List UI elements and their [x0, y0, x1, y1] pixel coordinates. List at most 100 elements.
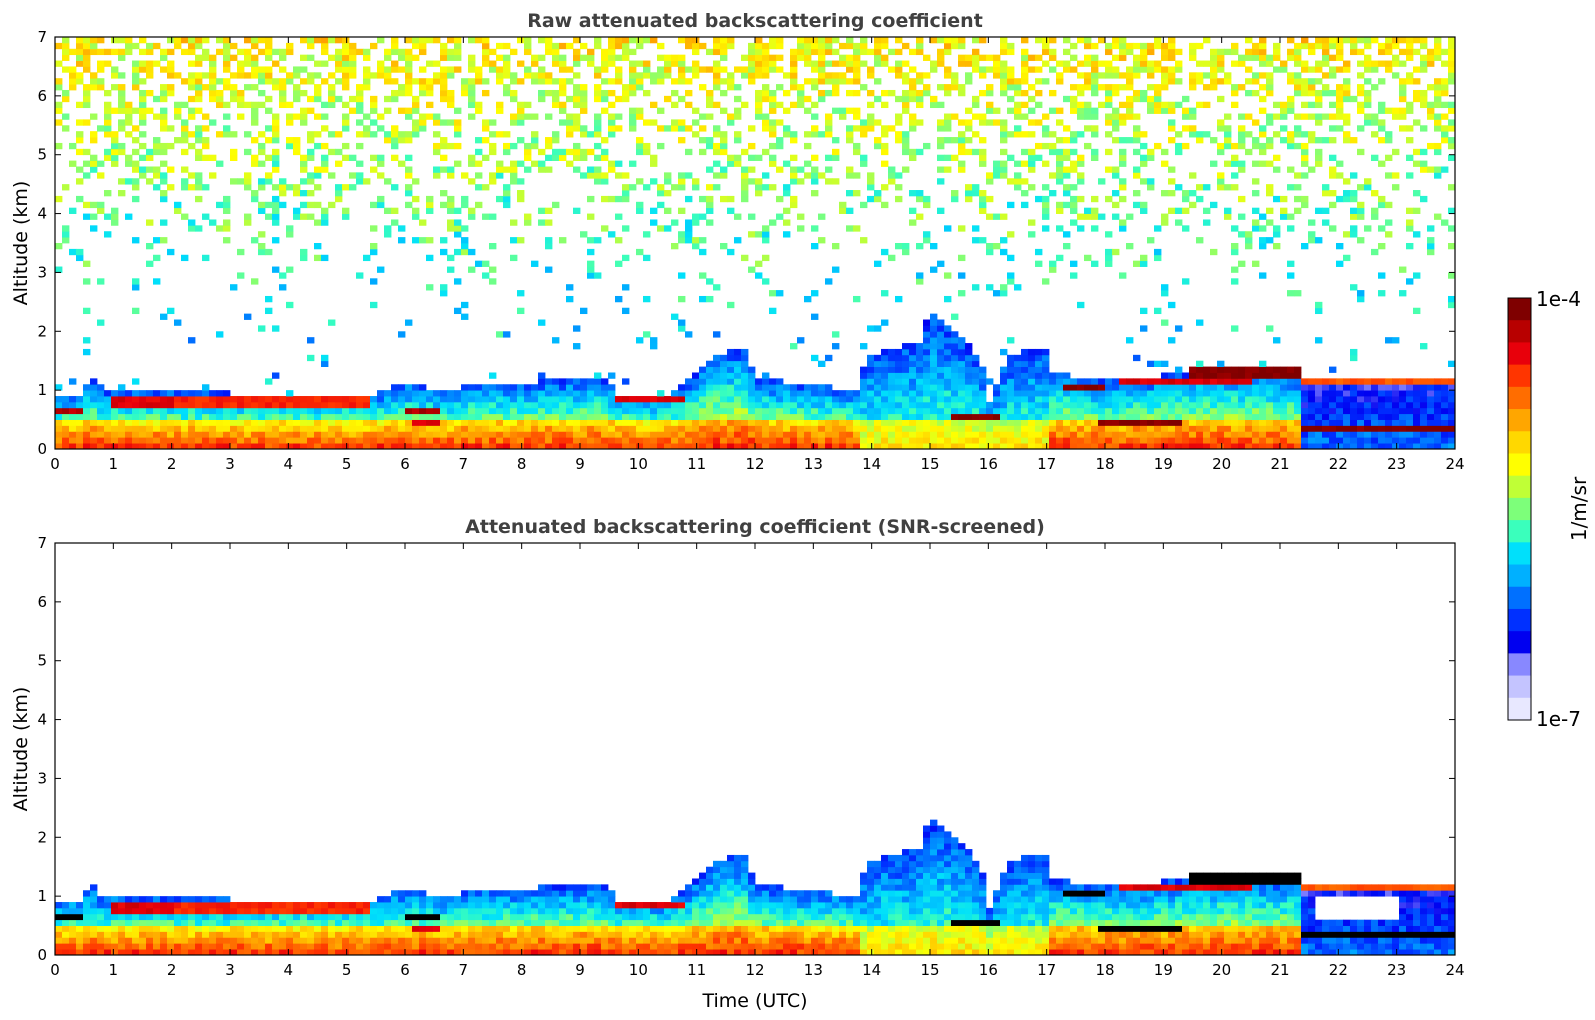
heatmap-cell — [916, 37, 924, 44]
heatmap-cell — [1301, 407, 1309, 415]
heatmap-cell — [1000, 401, 1008, 409]
heatmap-cell — [454, 307, 462, 315]
heatmap-cell — [615, 237, 623, 244]
heatmap-cell — [979, 390, 987, 397]
heatmap-cell — [664, 419, 672, 426]
heatmap-cell — [1070, 431, 1078, 438]
heatmap-cell — [1154, 378, 1162, 385]
heatmap-cell — [720, 78, 728, 85]
heatmap-cell — [146, 166, 154, 173]
heatmap-cell — [860, 131, 868, 138]
heatmap-cell — [608, 407, 616, 415]
heatmap-cell — [69, 66, 77, 73]
heatmap-cell — [1343, 407, 1351, 415]
heatmap-cell — [1105, 401, 1113, 409]
heatmap-cell — [1091, 89, 1099, 97]
heatmap-cell — [412, 437, 420, 444]
heatmap-cell — [1049, 437, 1057, 444]
heatmap-cell — [552, 413, 560, 420]
heatmap-cell — [1287, 101, 1295, 109]
heatmap-cell — [678, 384, 686, 391]
heatmap-cell — [601, 78, 609, 85]
heatmap-cell — [1056, 201, 1064, 209]
heatmap-cell — [1014, 354, 1022, 362]
heatmap-cell — [1301, 113, 1309, 120]
heatmap-cell — [1126, 95, 1134, 103]
heatmap-cell — [1105, 195, 1113, 203]
heatmap-cell — [237, 95, 245, 103]
heatmap-cell — [1168, 78, 1176, 85]
heatmap-cell — [727, 84, 735, 91]
heatmap-cell — [706, 48, 714, 56]
heatmap-cell — [1063, 190, 1071, 197]
heatmap-cell — [279, 437, 287, 444]
heatmap-cell — [447, 72, 455, 79]
heatmap-cell — [664, 66, 672, 73]
heatmap-cell — [125, 178, 133, 185]
heatmap-cell — [1168, 72, 1176, 79]
heatmap-cell — [1147, 95, 1155, 103]
heatmap-cell — [1259, 366, 1267, 373]
heatmap-cell — [755, 231, 763, 238]
heatmap-cell — [356, 131, 364, 138]
heatmap-cell — [1315, 66, 1323, 73]
heatmap-cell — [713, 60, 721, 67]
heatmap-cell — [251, 37, 259, 44]
heatmap-cell — [650, 219, 658, 226]
heatmap-cell — [902, 42, 910, 50]
heatmap-cell — [650, 119, 658, 126]
heatmap-cell — [342, 72, 350, 79]
heatmap-cell — [706, 378, 714, 385]
heatmap-cell — [741, 384, 749, 391]
heatmap-cell — [111, 72, 119, 79]
heatmap-cell — [1343, 66, 1351, 73]
heatmap-cell — [706, 372, 714, 379]
heatmap-cell — [447, 37, 455, 44]
heatmap-cell — [433, 431, 441, 438]
heatmap-cell — [937, 325, 945, 332]
heatmap-cell — [454, 407, 462, 415]
heatmap-cell — [1112, 384, 1120, 391]
heatmap-cell — [1210, 72, 1218, 79]
heatmap-cell — [797, 37, 805, 44]
heatmap-cell — [223, 48, 231, 56]
heatmap-cell — [1343, 190, 1351, 197]
heatmap-cell — [468, 390, 476, 397]
heatmap-cell — [517, 190, 525, 197]
heatmap-cell — [811, 60, 819, 67]
heatmap-cell — [118, 89, 126, 97]
heatmap-cell — [944, 48, 952, 56]
heatmap-cell — [244, 419, 252, 426]
heatmap-cell — [1196, 60, 1204, 67]
heatmap-cell — [741, 184, 749, 191]
heatmap-cell — [1315, 78, 1323, 85]
heatmap-cell — [1294, 195, 1302, 203]
heatmap-cell — [384, 419, 392, 426]
heatmap-cell — [419, 78, 427, 85]
heatmap-cell — [888, 360, 896, 367]
heatmap-cell — [125, 390, 133, 397]
heatmap-cell — [125, 431, 133, 438]
heatmap-cell — [356, 425, 364, 432]
heatmap-cell — [1224, 419, 1232, 426]
heatmap-cell — [1224, 396, 1232, 403]
heatmap-cell — [1021, 378, 1029, 385]
heatmap-cell — [1147, 437, 1155, 444]
heatmap-cell — [1119, 272, 1127, 279]
heatmap-cell — [90, 378, 98, 385]
heatmap-cell — [426, 60, 434, 67]
heatmap-cell — [342, 66, 350, 73]
heatmap-cell — [1154, 425, 1162, 432]
heatmap-cell — [580, 84, 588, 91]
heatmap-cell — [895, 407, 903, 415]
heatmap-cell — [615, 443, 623, 449]
heatmap-cell — [1126, 243, 1134, 250]
heatmap-cell — [1056, 378, 1064, 385]
heatmap-cell — [111, 443, 119, 449]
heatmap-cell — [916, 360, 924, 367]
heatmap-cell — [538, 166, 546, 173]
heatmap-cell — [97, 125, 105, 132]
heatmap-cell — [937, 154, 945, 161]
heatmap-cell — [979, 119, 987, 126]
heatmap-cell — [314, 254, 322, 262]
